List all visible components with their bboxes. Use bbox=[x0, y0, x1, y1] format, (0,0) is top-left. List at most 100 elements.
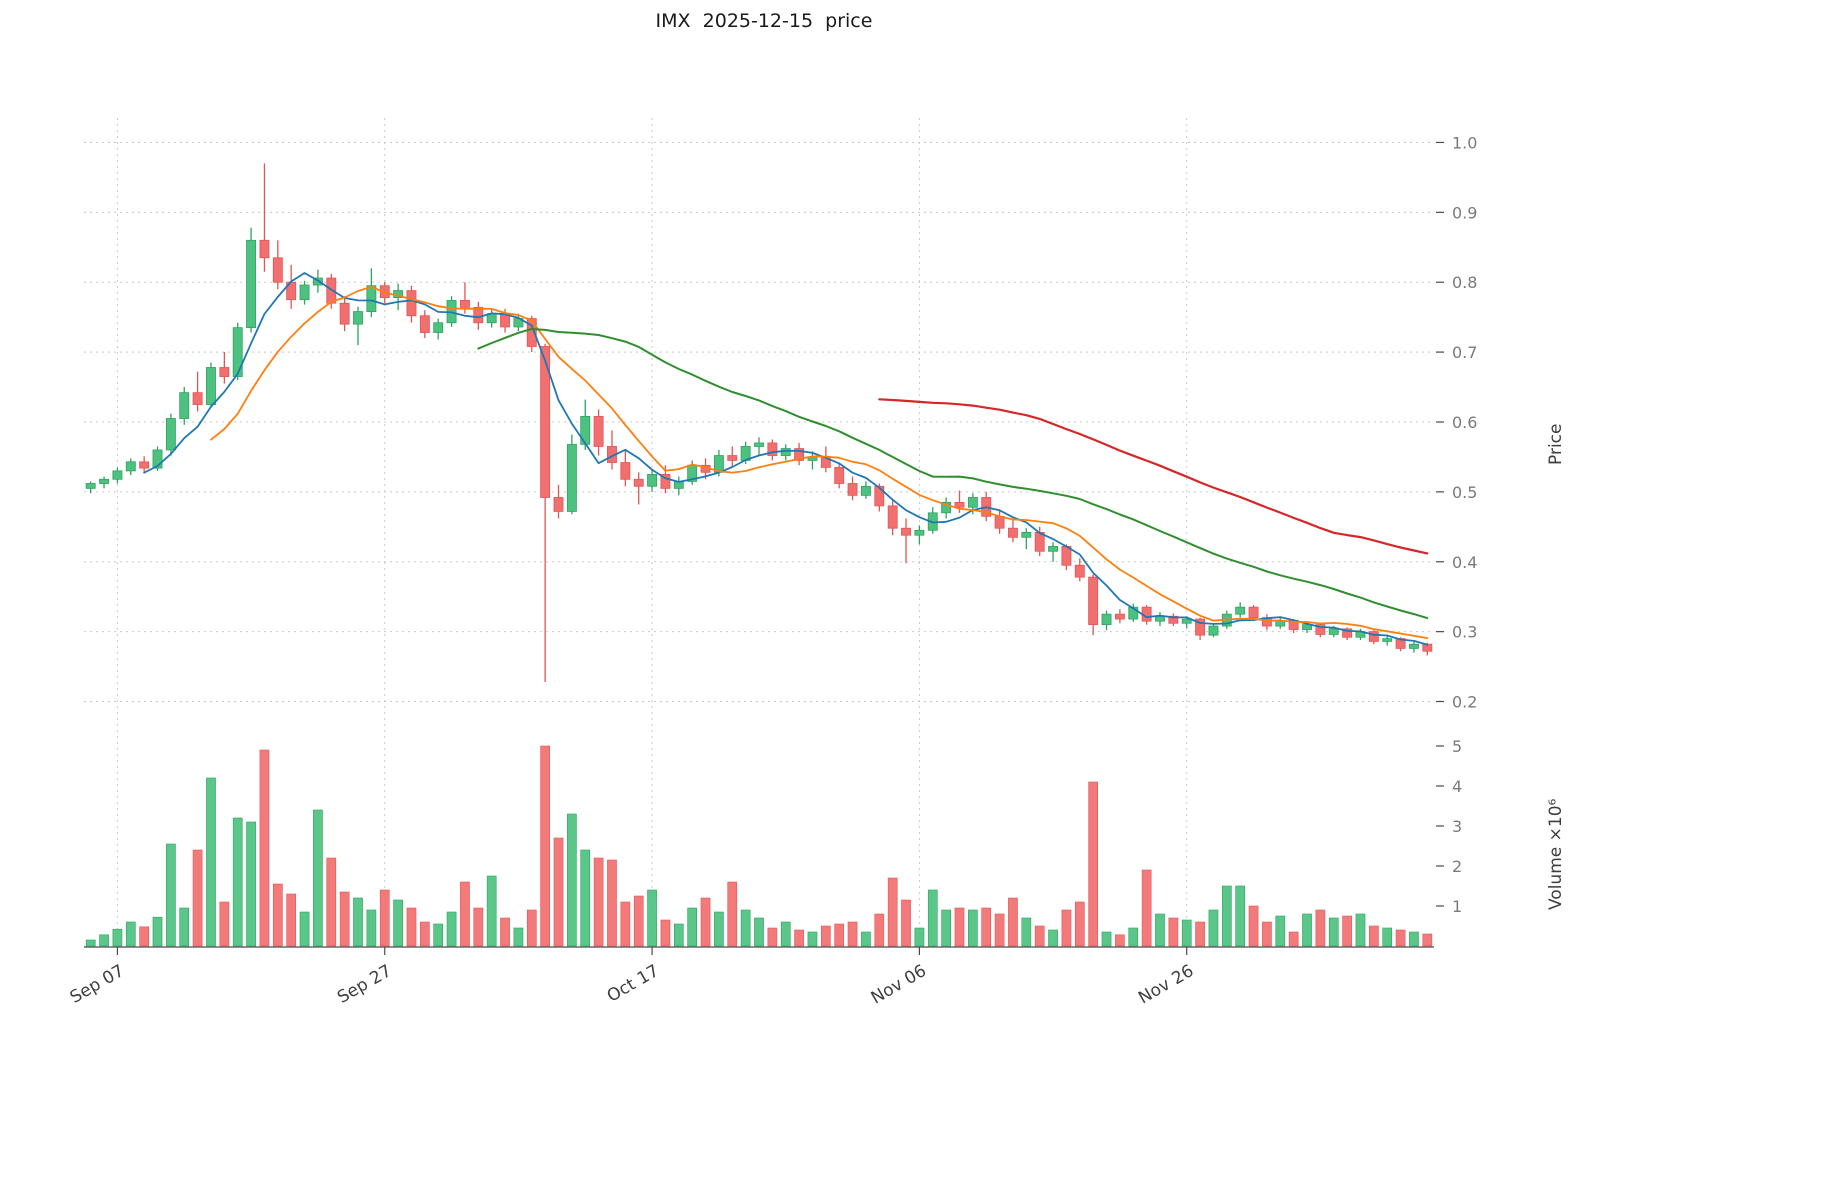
volume-bar bbox=[1382, 927, 1393, 947]
ma-line-60 bbox=[878, 398, 1429, 555]
candle-body bbox=[767, 442, 778, 456]
volume-tick-label: 2 bbox=[1452, 857, 1462, 876]
price-tick-label: 0.8 bbox=[1452, 273, 1477, 292]
candle-body bbox=[847, 483, 858, 496]
volume-bar bbox=[1088, 781, 1099, 947]
volume-bar bbox=[206, 777, 216, 947]
volume-bars bbox=[85, 745, 1433, 947]
volume-bar bbox=[687, 907, 698, 947]
volume-bar bbox=[540, 745, 550, 947]
candle-body bbox=[473, 306, 484, 324]
candle-body bbox=[85, 483, 96, 489]
volume-tick-label: 5 bbox=[1452, 737, 1462, 756]
candle-body bbox=[620, 462, 631, 480]
volume-axis-ticks: 1 2 3 4 5 bbox=[1436, 737, 1462, 916]
candle-body bbox=[192, 392, 203, 405]
candle-body bbox=[1074, 564, 1085, 578]
volume-bar bbox=[1208, 909, 1219, 947]
volume-bar bbox=[1328, 917, 1339, 947]
candle-body bbox=[1409, 643, 1419, 649]
candle-body bbox=[1088, 576, 1099, 626]
volume-bar bbox=[1355, 913, 1366, 947]
candle-body bbox=[1168, 615, 1179, 624]
volume-bar bbox=[299, 911, 310, 947]
candle-body bbox=[139, 461, 150, 469]
candle-body bbox=[967, 497, 978, 508]
volume-bar bbox=[607, 859, 617, 947]
candle-body bbox=[1315, 624, 1326, 635]
candle-body bbox=[433, 322, 444, 333]
volume-bar bbox=[272, 883, 283, 947]
volume-tick-label: 1 bbox=[1452, 897, 1462, 916]
volume-bar bbox=[99, 934, 109, 947]
volume-bar bbox=[553, 837, 564, 947]
volume-bar bbox=[567, 813, 577, 947]
volume-bar bbox=[714, 911, 724, 947]
candle-body bbox=[232, 327, 243, 377]
volume-bar bbox=[1221, 885, 1232, 947]
candle-body bbox=[165, 418, 176, 451]
volume-bar bbox=[1074, 901, 1085, 947]
volume-bar bbox=[1141, 869, 1152, 947]
candle-body bbox=[540, 346, 551, 498]
candle-body bbox=[1368, 631, 1379, 642]
volume-bar bbox=[1061, 909, 1072, 947]
volume-bar bbox=[1195, 921, 1205, 947]
candle-body bbox=[754, 442, 764, 447]
candle-body bbox=[152, 449, 163, 469]
volume-bar bbox=[219, 901, 230, 947]
candle-body bbox=[1342, 628, 1353, 638]
candle-body bbox=[99, 478, 109, 484]
volume-bar bbox=[887, 877, 898, 947]
volume-bar bbox=[1302, 913, 1312, 947]
volume-bar bbox=[1275, 915, 1286, 947]
candle-body bbox=[1181, 618, 1192, 624]
x-tick-label: Oct 17 bbox=[604, 961, 663, 1007]
volume-bar bbox=[807, 931, 818, 947]
price-tick-label: 0.9 bbox=[1452, 203, 1477, 222]
candle-body bbox=[339, 302, 350, 325]
candle-body bbox=[593, 415, 604, 447]
volume-bar bbox=[767, 927, 778, 947]
candle-body bbox=[526, 318, 537, 347]
volume-bar bbox=[647, 889, 657, 947]
volume-bar bbox=[620, 901, 631, 947]
price-tick-label: 1.0 bbox=[1452, 133, 1477, 152]
volume-bar bbox=[1288, 931, 1299, 947]
candle-body bbox=[419, 315, 430, 333]
ma-line-10 bbox=[210, 285, 1429, 639]
candle-body bbox=[206, 367, 216, 405]
volume-bar bbox=[981, 907, 992, 947]
candle-body bbox=[1128, 606, 1139, 620]
candle-body bbox=[1048, 545, 1059, 552]
volume-bar bbox=[660, 919, 671, 947]
volume-bar bbox=[326, 857, 337, 947]
volume-bar bbox=[112, 928, 123, 947]
volume-bar bbox=[633, 895, 644, 947]
volume-bar bbox=[954, 907, 965, 947]
volume-tick-label: 3 bbox=[1452, 817, 1462, 836]
candle-body bbox=[246, 239, 257, 329]
x-axis: Sep 07 Sep 27 Oct 17 Nov 06 Nov 26 bbox=[67, 946, 1434, 1008]
x-tick-label: Sep 07 bbox=[67, 961, 128, 1008]
volume-bar bbox=[379, 889, 390, 947]
volume-bar bbox=[1235, 885, 1246, 947]
volume-bar bbox=[1115, 934, 1125, 947]
candle-body bbox=[860, 485, 871, 496]
volume-bar bbox=[313, 809, 323, 947]
ma-line-30 bbox=[477, 328, 1429, 620]
volume-bar bbox=[259, 749, 270, 947]
candle-body bbox=[259, 239, 270, 259]
volume-bar bbox=[446, 911, 457, 947]
candle-bodies bbox=[85, 239, 1433, 652]
volume-bar bbox=[513, 927, 524, 947]
candle-body bbox=[874, 485, 885, 507]
volume-bar bbox=[339, 891, 350, 947]
candle-body bbox=[112, 470, 123, 480]
price-axis-ticks: 0.2 0.3 0.4 0.5 0.6 0.7 0.8 0.9 1.0 bbox=[1436, 133, 1477, 712]
candle-body bbox=[1248, 606, 1259, 619]
volume-bar bbox=[179, 907, 190, 947]
candle-body bbox=[1195, 618, 1206, 636]
volume-bar bbox=[192, 849, 203, 947]
